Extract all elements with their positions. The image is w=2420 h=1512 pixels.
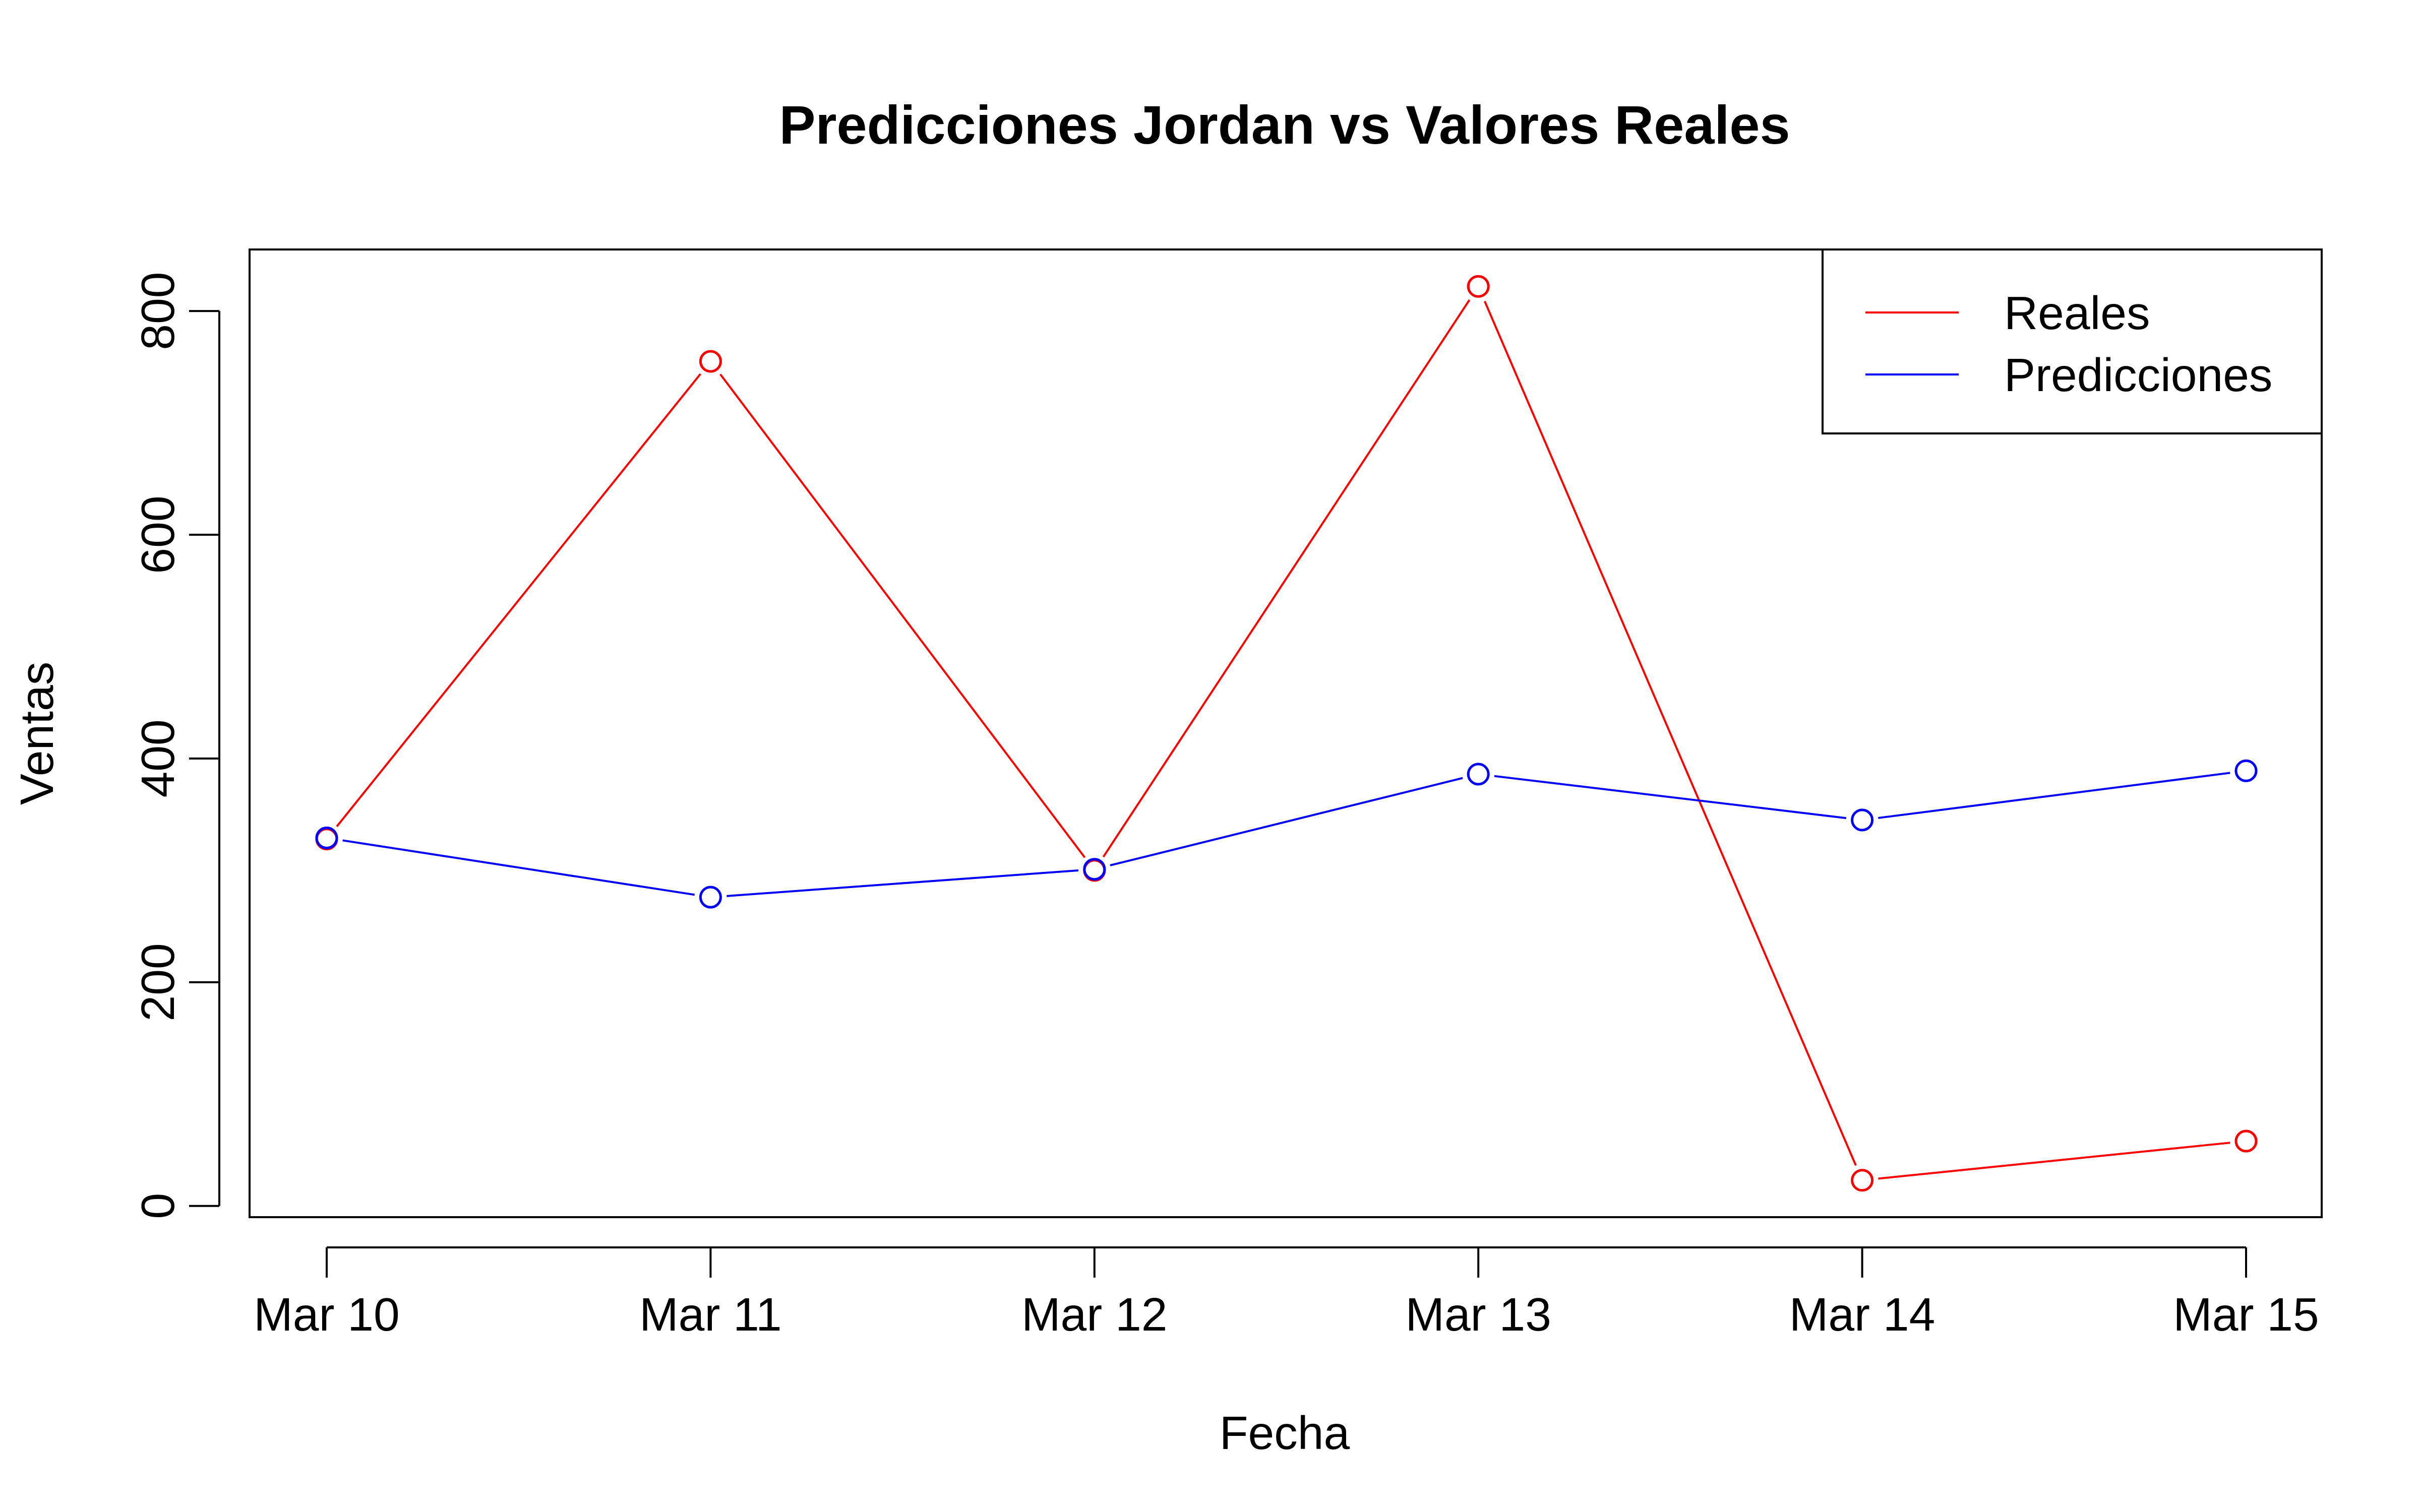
series-line-segment — [336, 373, 701, 828]
data-point — [2234, 759, 2258, 782]
data-point — [1083, 858, 1106, 881]
series-line-segment — [1494, 775, 1847, 820]
data-point — [1467, 763, 1490, 786]
y-tick-label: 800 — [132, 272, 184, 350]
x-tick-label: Mar 15 — [2173, 1288, 2319, 1341]
y-axis: 0 200 400 600 800 — [132, 272, 220, 1219]
legend-items: Reales Predicciones — [1865, 287, 2272, 401]
x-axis-label: Fecha — [1220, 1407, 1350, 1459]
series-line-segment — [1878, 772, 2230, 819]
x-tick-label: Mar 12 — [1021, 1288, 1167, 1341]
y-tick-label: 200 — [132, 943, 184, 1021]
data-point — [1851, 808, 1874, 832]
x-tick-label: Mar 13 — [1405, 1288, 1551, 1341]
data-point — [1467, 275, 1490, 298]
x-tick-label: Mar 14 — [1789, 1288, 1935, 1341]
series-layer — [315, 275, 2258, 1192]
x-tick-label: Mar 11 — [639, 1288, 782, 1341]
series-reales — [315, 275, 2258, 1192]
series-line-segment — [1102, 299, 1471, 858]
series-line-segment — [342, 839, 695, 896]
x-tick-label: Mar 10 — [254, 1288, 399, 1341]
legend-box — [1822, 248, 2323, 434]
plot-frame — [249, 248, 2323, 1218]
data-point — [699, 886, 722, 909]
legend-label: Predicciones — [2004, 349, 2272, 401]
x-axis: Mar 10 Mar 11 Mar 12 Mar 13 Mar 14 Mar 15 — [254, 1246, 2319, 1341]
y-tick-label: 600 — [132, 495, 184, 574]
series-line-segment — [1878, 1142, 2230, 1180]
series-line-segment — [1110, 777, 1463, 866]
data-point — [699, 350, 722, 373]
series-predicciones — [315, 759, 2258, 909]
series-line-segment — [1483, 300, 1857, 1166]
y-tick-label: 0 — [132, 1193, 184, 1219]
series-line-segment — [727, 869, 1079, 897]
chart-title: Predicciones Jordan vs Valores Reales — [779, 94, 1790, 155]
legend-label: Reales — [2004, 287, 2150, 339]
data-point — [2234, 1129, 2258, 1153]
y-tick-label: 400 — [132, 719, 184, 797]
legend: Reales Predicciones — [1822, 248, 2323, 434]
data-point — [315, 827, 338, 850]
series-line-segment — [719, 373, 1086, 858]
data-point — [1851, 1169, 1874, 1192]
y-axis-label: Ventas — [11, 662, 63, 805]
